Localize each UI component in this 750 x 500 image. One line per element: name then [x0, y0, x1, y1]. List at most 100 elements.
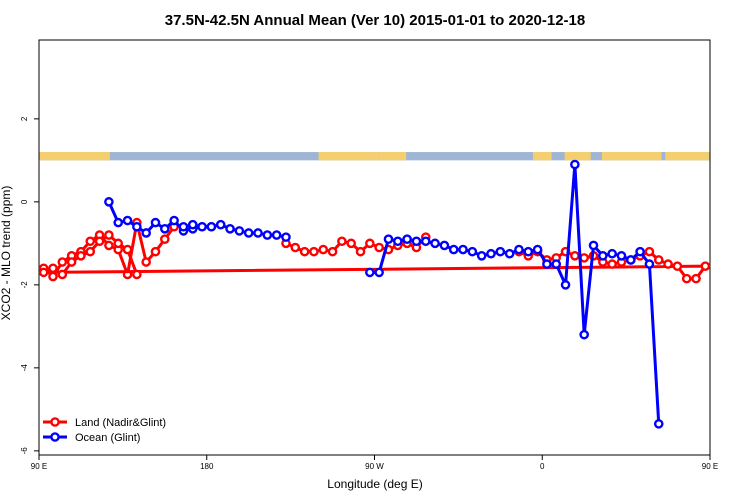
point-1-2-0: [365, 267, 375, 278]
point-1-1-2: [197, 221, 207, 232]
point-0-1-9: [365, 238, 375, 249]
point-1-2-8: [439, 240, 450, 251]
point-0-2-29: [113, 238, 124, 249]
x-tick-label-2: 90 W: [365, 462, 384, 471]
point-1-2-15: [504, 248, 515, 259]
land-band-5: [564, 152, 591, 161]
point-1-2-29: [635, 246, 645, 257]
point-1-2-18: [532, 244, 543, 255]
legend-label-1: Ocean (Glint): [75, 432, 140, 444]
point-0-0-13: [160, 234, 170, 244]
point-0-1-4: [318, 244, 329, 255]
land-band-3: [378, 152, 407, 161]
y-tick-label-4: -6: [20, 447, 29, 455]
legend-marker-1: [50, 432, 60, 442]
point-0-0-2: [57, 257, 68, 267]
point-1-2-23: [579, 329, 589, 340]
point-0-2-24: [66, 257, 77, 267]
point-1-0-3: [132, 221, 142, 232]
point-0-1-7: [346, 238, 357, 249]
point-1-2-24: [588, 240, 599, 251]
point-1-1-9: [262, 230, 273, 240]
land-band-0: [39, 152, 81, 161]
point-0-2-6: [570, 250, 580, 261]
point-1-1-5: [225, 224, 235, 234]
y-tick-label-3: -4: [20, 364, 29, 372]
y-tick-label-2: -2: [20, 281, 29, 289]
point-1-1-0: [178, 221, 189, 232]
point-1-2-9: [448, 244, 459, 255]
point-1-0-4: [141, 228, 151, 238]
point-0-2-17: [672, 261, 683, 271]
point-1-1-10: [271, 230, 282, 240]
point-1-0-1: [113, 217, 124, 228]
land-band-4: [532, 152, 552, 161]
y-tick-label-0: 2: [20, 116, 29, 121]
x-tick-label-0: 90 E: [31, 462, 47, 471]
y-tick-label-1: 0: [20, 199, 29, 204]
x-tick-label-4: 90 E: [702, 462, 718, 471]
point-1-1-6: [234, 226, 245, 236]
x-axis-label: Longitude (deg E): [327, 477, 422, 491]
point-1-2-11: [467, 246, 478, 257]
point-1-2-2: [383, 234, 394, 244]
land-band-1: [80, 152, 110, 161]
point-1-2-13: [486, 248, 496, 259]
point-0-2-21: [38, 267, 49, 278]
point-0-0-1: [48, 271, 58, 282]
point-0-2-16: [663, 259, 673, 269]
legend-marker-0: [50, 417, 60, 427]
point-1-0-0: [104, 197, 114, 207]
point-1-0-7: [169, 215, 179, 226]
point-1-0-2: [122, 215, 133, 226]
point-0-2-26: [85, 246, 96, 257]
point-0-1-10: [374, 242, 384, 253]
point-0-2-31: [132, 269, 142, 280]
point-0-2-15: [653, 255, 664, 265]
point-1-2-31: [653, 419, 664, 429]
legend-label-0: Land (Nadir&Glint): [75, 417, 166, 429]
x-tick-label-1: 180: [200, 462, 214, 471]
point-1-2-7: [430, 238, 440, 249]
point-1-2-28: [625, 255, 636, 265]
land-band-7: [665, 152, 707, 161]
point-1-2-4: [402, 234, 412, 244]
point-1-1-3: [206, 221, 217, 232]
point-1-2-1: [374, 267, 384, 278]
point-0-0-11: [141, 257, 151, 267]
point-0-2-23: [57, 269, 68, 280]
point-1-2-16: [514, 244, 524, 255]
point-0-1-8: [355, 246, 366, 257]
point-1-2-12: [476, 250, 487, 261]
point-1-0-6: [160, 224, 170, 234]
series-1: [104, 159, 664, 429]
point-0-2-22: [48, 263, 58, 274]
point-1-2-10: [458, 244, 468, 255]
point-0-0-12: [150, 246, 161, 257]
point-0-2-7: [579, 253, 589, 263]
point-0-0-5: [85, 236, 96, 247]
point-1-1-11: [281, 232, 291, 242]
point-1-2-5: [411, 236, 422, 247]
point-1-2-21: [560, 280, 571, 290]
point-0-2-28: [104, 230, 114, 240]
point-1-2-14: [495, 246, 506, 257]
y-axis-label: XCO2 - MLO trend (ppm): [0, 186, 13, 321]
series-line-1-2: [369, 163, 661, 424]
point-0-2-25: [76, 250, 86, 261]
point-1-2-30: [644, 259, 655, 269]
point-0-2-19: [691, 273, 701, 284]
point-0-2-27: [94, 236, 105, 247]
point-0-1-6: [337, 236, 347, 247]
legend: Land (Nadir&Glint) Ocean (Glint): [43, 417, 166, 444]
point-1-2-20: [551, 259, 562, 269]
point-1-2-25: [598, 250, 608, 261]
point-1-1-7: [243, 228, 254, 238]
series-layer: [38, 159, 711, 429]
point-0-1-3: [309, 246, 319, 257]
point-1-2-3: [392, 236, 403, 247]
point-0-0-7: [104, 240, 114, 251]
point-1-1-1: [187, 219, 198, 230]
point-0-2-18: [681, 273, 692, 284]
